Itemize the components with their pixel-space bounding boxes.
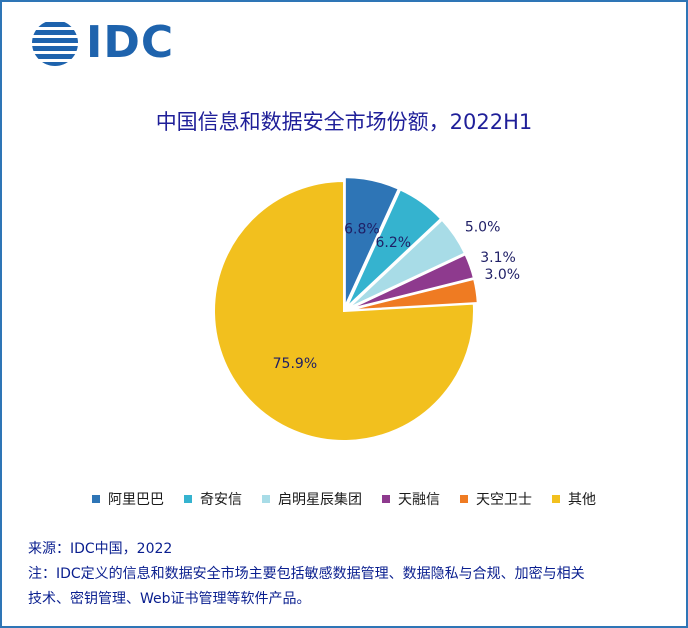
data-label-5: 3.0% (484, 267, 520, 283)
legend-swatch (184, 495, 192, 503)
data-label-3: 5.0% (465, 220, 501, 236)
legend-item-2: 奇安信 (184, 489, 242, 509)
definition-note-line-2: 技术、密钥管理、Web证书管理等软件产品。 (28, 591, 311, 607)
legend-label: 天融信 (398, 492, 440, 508)
legend-item-5: 天空卫士 (460, 489, 532, 509)
source-note: 来源：IDC中国，2022 (28, 541, 173, 557)
legend-item-6: 其他 (552, 489, 596, 509)
pie-slice-1 (343, 176, 401, 308)
footnotes: 来源：IDC中国，2022 注：IDC定义的信息和数据安全市场主要包括敏感数据管… (28, 537, 668, 612)
data-label-6: 75.9% (273, 356, 317, 372)
pie-slice-2 (345, 188, 443, 309)
legend-label: 阿里巴巴 (108, 492, 164, 508)
legend-label: 启明星辰集团 (278, 492, 362, 508)
pie-slice-6 (213, 179, 475, 442)
chart-legend: 阿里巴巴 奇安信 启明星辰集团 天融信 天空卫士 其他 (2, 489, 686, 509)
legend-item-4: 天融信 (382, 489, 440, 509)
globe-icon (32, 22, 78, 66)
legend-item-1: 阿里巴巴 (92, 489, 164, 509)
definition-note-line-1: 注：IDC定义的信息和数据安全市场主要包括敏感数据管理、数据隐私与合规、加密与相… (28, 566, 585, 582)
legend-swatch (460, 495, 468, 503)
pie-slice-3 (346, 218, 467, 310)
legend-label: 天空卫士 (476, 492, 532, 508)
legend-swatch (552, 495, 560, 503)
data-label-1: 6.8% (344, 221, 380, 237)
data-label-2: 6.2% (376, 235, 412, 251)
legend-swatch (92, 495, 100, 503)
legend-label: 其他 (568, 492, 596, 508)
data-label-4: 3.1% (480, 250, 516, 266)
pie-chart: 6.8%6.2% 5.0% 3.1%3.0% 75.9% (213, 176, 520, 442)
legend-swatch (262, 495, 270, 503)
legend-label: 奇安信 (200, 492, 242, 508)
legend-item-3: 启明星辰集团 (262, 489, 362, 509)
chart-title: 中国信息和数据安全市场份额，2022H1 (155, 110, 533, 134)
legend-swatch (382, 495, 390, 503)
logo-text: IDC (86, 17, 175, 68)
idc-logo: IDC (30, 18, 174, 68)
pie-slice-5 (347, 277, 479, 312)
